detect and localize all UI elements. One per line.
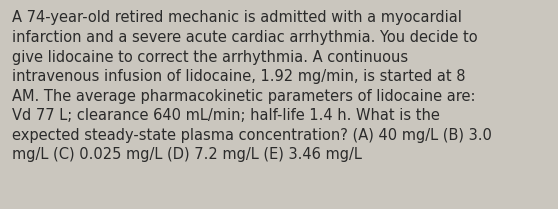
Text: A 74-year-old retired mechanic is admitted with a myocardial
infarction and a se: A 74-year-old retired mechanic is admitt… — [12, 10, 492, 162]
